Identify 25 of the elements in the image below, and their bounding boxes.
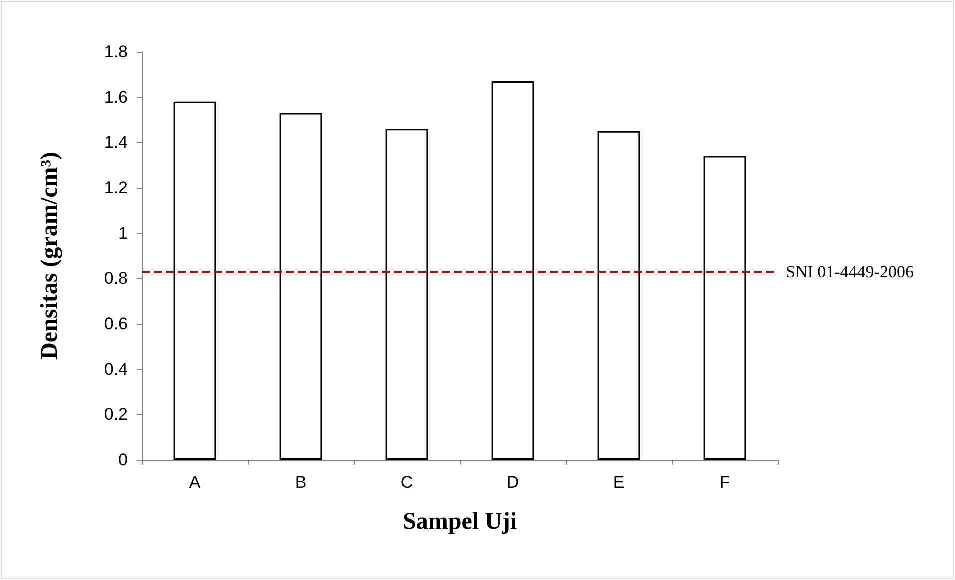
x-tick-label: A xyxy=(189,473,202,492)
x-axis-title: Sampel Uji xyxy=(403,509,518,535)
bar xyxy=(492,81,534,460)
y-tick-label: 0.6 xyxy=(104,314,128,334)
y-tick-label: 0.8 xyxy=(104,269,128,288)
bar xyxy=(174,102,216,460)
ref-line-label: SNI 01-4449-2006 xyxy=(786,262,914,282)
y-tick-label: 1.8 xyxy=(104,42,128,62)
y-tick-label: 1.4 xyxy=(104,133,128,152)
bar xyxy=(280,113,322,460)
y-tick-label: 0.2 xyxy=(104,405,128,424)
y-tick-label: 1.2 xyxy=(104,178,128,198)
bar xyxy=(598,131,640,460)
x-tick-label: E xyxy=(613,473,625,492)
y-tick-label: 1 xyxy=(118,224,128,243)
y-tick-label: 0.4 xyxy=(104,360,128,379)
x-tick-label: B xyxy=(295,473,307,492)
x-tick-label: C xyxy=(400,473,414,492)
y-tick-label: 1.6 xyxy=(104,88,128,107)
y-tick-label: 0 xyxy=(118,450,128,470)
bar xyxy=(704,156,746,460)
x-tick-label: F xyxy=(720,473,730,492)
x-tick-label: D xyxy=(506,473,520,492)
y-axis-title: Densitas (gram/cm³) xyxy=(37,152,63,360)
bar xyxy=(386,129,428,460)
